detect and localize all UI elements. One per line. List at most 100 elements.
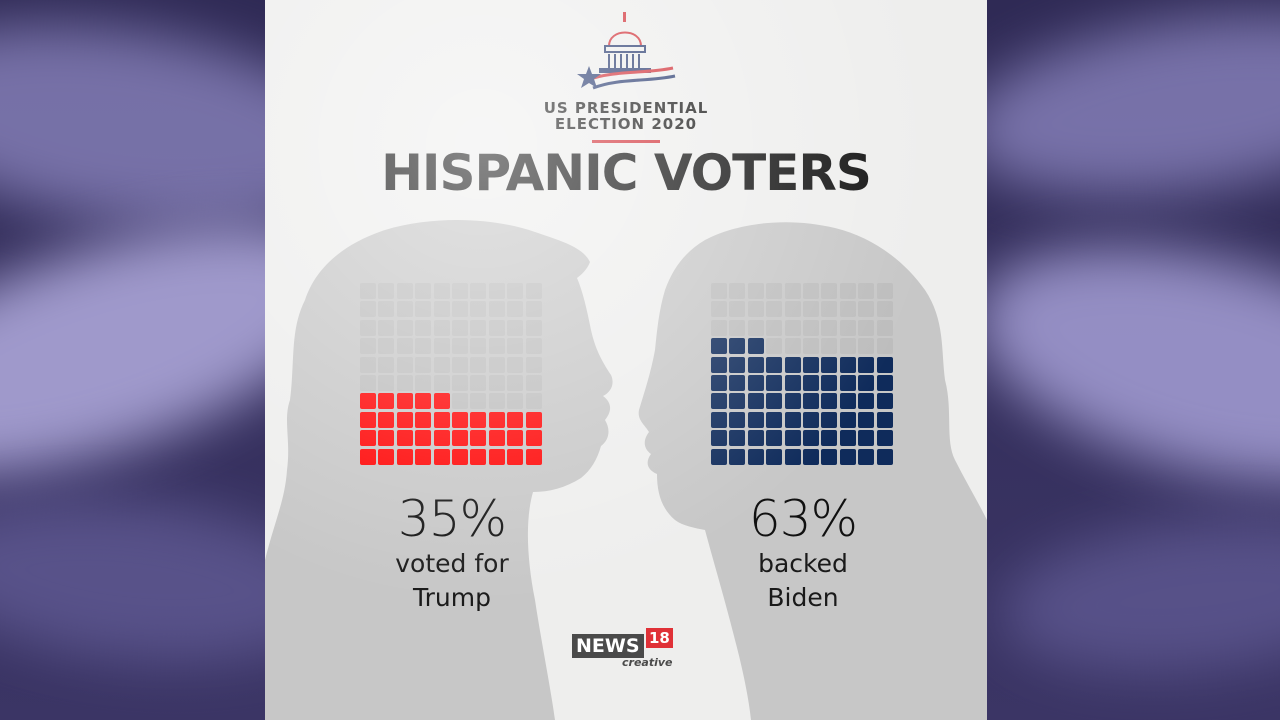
empty-cell bbox=[470, 356, 487, 373]
brand-name: NEWS bbox=[572, 634, 644, 658]
empty-cell bbox=[839, 283, 856, 299]
biden-filled-cell bbox=[802, 448, 819, 465]
biden-filled-cell bbox=[802, 374, 819, 391]
biden-filled-cell bbox=[766, 448, 783, 465]
trump-filled-cell bbox=[396, 448, 413, 465]
biden-filled-cell bbox=[711, 356, 727, 373]
biden-filled-cell bbox=[766, 430, 783, 447]
biden-filled-cell bbox=[839, 430, 856, 447]
empty-cell bbox=[525, 283, 542, 299]
trump-filled-cell bbox=[378, 430, 395, 447]
biden-caption-line1: backed bbox=[758, 549, 848, 578]
biden-filled-cell bbox=[784, 411, 801, 428]
biden-filled-cell bbox=[766, 411, 783, 428]
empty-cell bbox=[396, 283, 413, 299]
biden-filled-cell bbox=[858, 374, 875, 391]
trump-filled-cell bbox=[415, 430, 432, 447]
empty-cell bbox=[396, 301, 413, 318]
trump-filled-cell bbox=[360, 430, 376, 447]
biden-filled-cell bbox=[747, 448, 764, 465]
trump-filled-cell bbox=[525, 411, 542, 428]
empty-cell bbox=[766, 301, 783, 318]
empty-cell bbox=[451, 338, 468, 355]
empty-cell bbox=[525, 301, 542, 318]
empty-cell bbox=[451, 301, 468, 318]
empty-cell bbox=[396, 319, 413, 336]
empty-cell bbox=[360, 319, 376, 336]
trump-filled-cell bbox=[433, 393, 450, 410]
biden-filled-cell bbox=[747, 430, 764, 447]
empty-cell bbox=[360, 301, 376, 318]
empty-cell bbox=[876, 338, 893, 355]
empty-cell bbox=[488, 356, 505, 373]
empty-cell bbox=[470, 319, 487, 336]
biden-filled-cell bbox=[747, 338, 764, 355]
biden-filled-cell bbox=[839, 448, 856, 465]
empty-cell bbox=[396, 338, 413, 355]
empty-cell bbox=[839, 319, 856, 336]
trump-filled-cell bbox=[525, 448, 542, 465]
trump-filled-cell bbox=[488, 448, 505, 465]
trump-filled-cell bbox=[488, 430, 505, 447]
empty-cell bbox=[470, 301, 487, 318]
trump-caption: voted for Trump bbox=[352, 547, 552, 615]
empty-cell bbox=[784, 319, 801, 336]
trump-filled-cell bbox=[378, 411, 395, 428]
biden-filled-cell bbox=[729, 338, 746, 355]
biden-filled-cell bbox=[784, 393, 801, 410]
empty-cell bbox=[451, 393, 468, 410]
trump-filled-cell bbox=[433, 411, 450, 428]
trump-filled-cell bbox=[488, 411, 505, 428]
empty-cell bbox=[802, 301, 819, 318]
biden-filled-cell bbox=[876, 411, 893, 428]
biden-filled-cell bbox=[802, 411, 819, 428]
biden-filled-cell bbox=[729, 374, 746, 391]
trump-caption-line1: voted for bbox=[395, 549, 509, 578]
biden-filled-cell bbox=[747, 393, 764, 410]
empty-cell bbox=[451, 374, 468, 391]
trump-filled-cell bbox=[360, 411, 376, 428]
biden-filled-cell bbox=[784, 356, 801, 373]
biden-filled-cell bbox=[821, 411, 838, 428]
empty-cell bbox=[802, 319, 819, 336]
empty-cell bbox=[821, 301, 838, 318]
brand-sub: creative bbox=[622, 656, 673, 669]
empty-cell bbox=[507, 393, 524, 410]
empty-cell bbox=[858, 301, 875, 318]
empty-cell bbox=[766, 338, 783, 355]
biden-filled-cell bbox=[876, 374, 893, 391]
empty-cell bbox=[360, 356, 376, 373]
biden-filled-cell bbox=[711, 393, 727, 410]
empty-cell bbox=[711, 283, 727, 299]
biden-filled-cell bbox=[858, 411, 875, 428]
trump-filled-cell bbox=[415, 448, 432, 465]
biden-filled-cell bbox=[766, 393, 783, 410]
empty-cell bbox=[433, 356, 450, 373]
empty-cell bbox=[470, 338, 487, 355]
empty-cell bbox=[858, 283, 875, 299]
empty-cell bbox=[451, 356, 468, 373]
empty-cell bbox=[802, 283, 819, 299]
empty-cell bbox=[821, 319, 838, 336]
empty-cell bbox=[378, 283, 395, 299]
biden-filled-cell bbox=[747, 411, 764, 428]
empty-cell bbox=[378, 338, 395, 355]
trump-filled-cell bbox=[433, 430, 450, 447]
empty-cell bbox=[711, 319, 727, 336]
biden-filled-cell bbox=[766, 356, 783, 373]
empty-cell bbox=[821, 338, 838, 355]
trump-filled-cell bbox=[396, 430, 413, 447]
biden-filled-cell bbox=[747, 356, 764, 373]
trump-filled-cell bbox=[451, 448, 468, 465]
empty-cell bbox=[451, 319, 468, 336]
empty-cell bbox=[711, 301, 727, 318]
empty-cell bbox=[839, 301, 856, 318]
biden-filled-cell bbox=[784, 448, 801, 465]
biden-filled-cell bbox=[858, 448, 875, 465]
biden-filled-cell bbox=[784, 374, 801, 391]
empty-cell bbox=[451, 283, 468, 299]
empty-cell bbox=[729, 301, 746, 318]
empty-cell bbox=[507, 319, 524, 336]
empty-cell bbox=[858, 319, 875, 336]
biden-filled-cell bbox=[711, 374, 727, 391]
